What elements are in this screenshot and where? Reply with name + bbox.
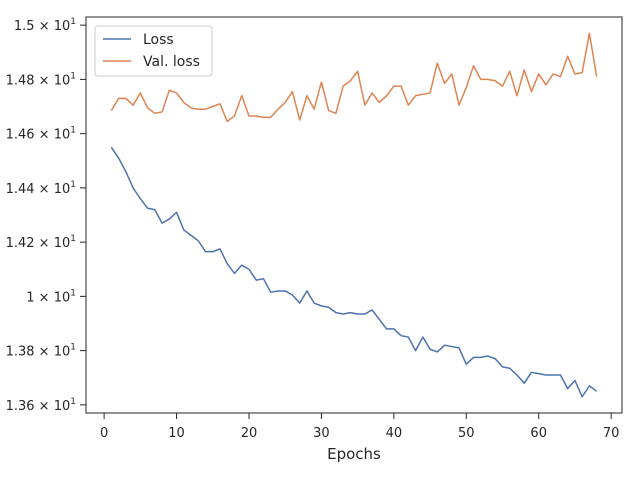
x-tick-label: 20	[241, 426, 258, 441]
y-tick-label: 1.36 × 101	[6, 397, 76, 414]
legend: Loss Val. loss	[94, 25, 213, 77]
x-axis-label: Epochs	[327, 445, 381, 463]
x-axis-ticks: 0 10 20 30 40 50 60 70	[100, 413, 619, 441]
x-tick-label: 70	[603, 426, 620, 441]
y-tick-label: 1.42 × 101	[6, 234, 76, 251]
series-line-val-loss	[110, 32, 598, 123]
x-tick-label: 10	[168, 426, 185, 441]
x-tick-label: 40	[386, 426, 403, 441]
x-tick-label: 0	[100, 426, 108, 441]
y-tick-label: 1.38 × 101	[6, 343, 76, 360]
x-tick-label: 50	[458, 426, 475, 441]
y-axis-ticks: 1.36 × 101 1.38 × 101 1 × 101 1.42 × 101 1.4…	[6, 17, 86, 414]
y-tick-label: 1.44 × 101	[6, 180, 76, 197]
series-line-loss	[110, 146, 598, 398]
x-tick-label: 60	[530, 426, 547, 441]
y-tick-label: 1.48 × 101	[6, 71, 76, 88]
y-tick-label: 1.5 × 101	[14, 17, 76, 34]
x-tick-label: 30	[313, 426, 330, 441]
y-tick-label: 1 × 101	[26, 288, 76, 305]
series-lines	[110, 32, 598, 398]
legend-label-loss: Loss	[143, 32, 174, 48]
plot-frame	[85, 16, 623, 414]
legend-label-val-loss: Val. loss	[143, 54, 200, 70]
y-tick-label: 1.46 × 101	[6, 126, 76, 143]
